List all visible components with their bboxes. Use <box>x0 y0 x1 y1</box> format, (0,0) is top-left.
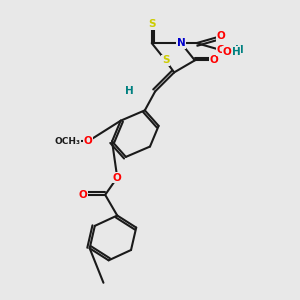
Text: S: S <box>162 55 169 65</box>
Text: S: S <box>148 19 155 29</box>
Text: O: O <box>84 136 92 146</box>
Text: O: O <box>216 45 225 55</box>
Text: O: O <box>222 47 231 57</box>
Text: O: O <box>78 190 87 200</box>
Text: O: O <box>209 55 218 65</box>
Text: H: H <box>235 45 244 55</box>
Text: H: H <box>232 47 241 57</box>
Text: O: O <box>216 31 225 41</box>
Text: H: H <box>125 86 134 96</box>
Text: O: O <box>113 172 122 183</box>
Text: OCH₃: OCH₃ <box>54 137 80 146</box>
Text: N: N <box>177 38 185 48</box>
